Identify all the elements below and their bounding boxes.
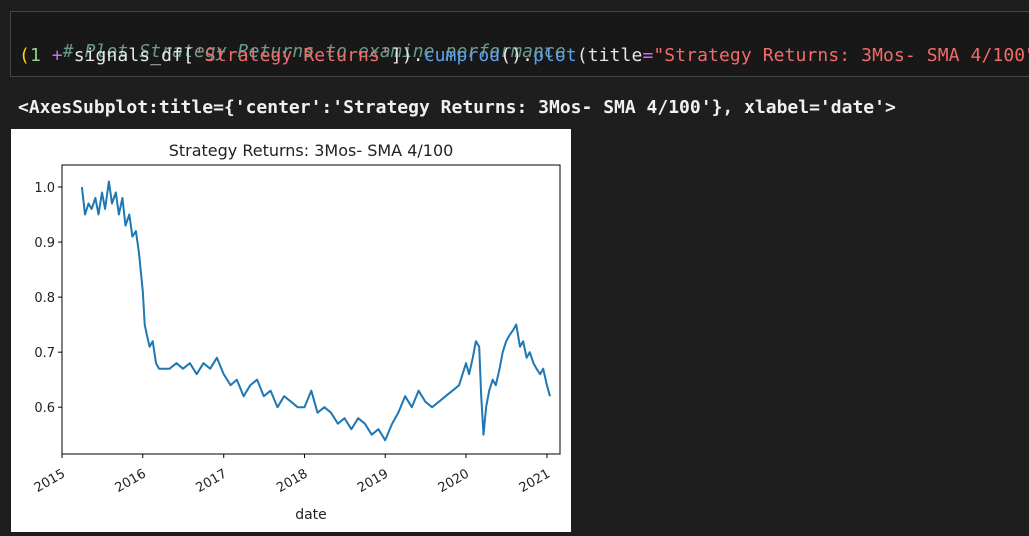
cell-output-repr: <AxesSubplot:title={'center':'Strategy R… — [18, 97, 896, 118]
x-tick-label: 2021 — [517, 466, 553, 496]
code-token: . — [522, 45, 534, 66]
code-token: + — [40, 45, 74, 66]
x-tick-label: 2017 — [194, 466, 230, 496]
code-token: plot — [533, 45, 577, 66]
x-tick-label: 2016 — [113, 466, 149, 496]
y-tick-label: 0.8 — [34, 291, 55, 306]
code-token: ( — [576, 45, 588, 66]
code-comment: # Plot Strategy Returns to examine perfo… — [62, 41, 566, 62]
code-token: "Strategy Returns: 3Mos- SMA 4/100" — [653, 45, 1029, 66]
code-token: . — [412, 45, 424, 66]
y-tick-label: 0.9 — [34, 236, 55, 251]
code-statement-line: (1 + signals_df['Strategy Returns']).cum… — [19, 45, 1029, 66]
x-tick-label: 2018 — [274, 466, 310, 496]
plot-area-frame — [61, 164, 561, 455]
series-line-strategy-returns — [80, 180, 551, 442]
x-tick-label: 2015 — [32, 466, 68, 496]
code-cell-input[interactable]: # Plot Strategy Returns to examine perfo… — [10, 11, 1029, 77]
code-token: [ — [183, 45, 194, 66]
code-token: 'Strategy Returns' — [194, 45, 391, 66]
y-tick-label: 0.7 — [34, 346, 55, 361]
y-tick-label: 0.6 — [34, 401, 55, 416]
code-token: signals_df — [73, 45, 184, 66]
code-token: 1 — [29, 45, 41, 66]
x-tick-label: 2020 — [436, 466, 472, 496]
y-tick-label: 1.0 — [34, 181, 55, 196]
plot-output: Strategy Returns: 3Mos- SMA 4/100 0.6 0.7 0… — [11, 129, 571, 532]
code-token: = — [642, 45, 654, 66]
code-token: title — [587, 45, 643, 66]
code-token: () — [500, 45, 523, 66]
chart-title: Strategy Returns: 3Mos- SMA 4/100 — [169, 141, 454, 160]
x-tick-label: 2019 — [355, 466, 391, 496]
code-comment-line: # Plot Strategy Returns to examine perfo… — [19, 20, 566, 83]
code-token: ( — [19, 45, 30, 66]
code-token: ]) — [390, 45, 413, 66]
line-chart: Strategy Returns: 3Mos- SMA 4/100 0.6 0.7 0… — [32, 141, 561, 523]
code-token: cumprod — [423, 45, 501, 66]
x-axis-label: date — [295, 507, 327, 523]
